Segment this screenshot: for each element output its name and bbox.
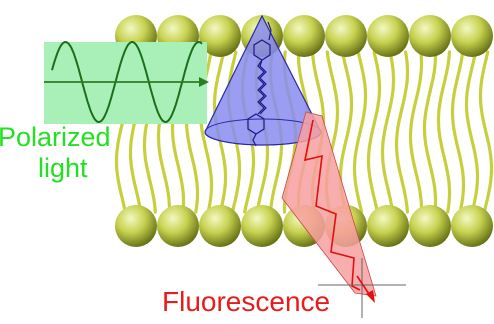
- lipid-head: [157, 205, 199, 247]
- sine-wave-icon: [51, 40, 203, 124]
- lipid-tail: [380, 50, 396, 214]
- lipid-tail: [366, 50, 382, 214]
- lipid-tail: [436, 50, 452, 214]
- fluorophore-molecule-icon: [247, 21, 272, 147]
- emission-arrowhead: [366, 290, 375, 303]
- lipid-head: [367, 205, 409, 247]
- lipid-head: [241, 205, 283, 247]
- lipid-head: [409, 205, 451, 247]
- lipid-tail: [464, 50, 480, 214]
- lipid-head: [325, 15, 367, 57]
- lipid-head: [283, 15, 325, 57]
- polarized-light-label-line1: Polarized: [0, 122, 111, 152]
- lipid-head: [199, 15, 241, 57]
- polarized-light-box: [44, 42, 207, 124]
- lipid-head: [367, 15, 409, 57]
- lipid-tail: [408, 50, 424, 214]
- fluorescence-emission-prism: [281, 111, 377, 297]
- lipid-head: [199, 205, 241, 247]
- fluorescence-label: Fluorescence: [162, 286, 330, 317]
- lipid-tail: [478, 50, 494, 214]
- lipid-tail: [394, 50, 410, 214]
- polarized-light-label-line2: light: [38, 153, 88, 183]
- lipid-head: [451, 205, 493, 247]
- light-arrowhead: [199, 77, 209, 87]
- lipid-tail: [352, 50, 368, 214]
- lipid-head: [451, 15, 493, 57]
- lipid-head: [409, 15, 451, 57]
- lipid-tail: [422, 50, 438, 214]
- lipid-head: [115, 205, 157, 247]
- lipid-tail: [450, 50, 466, 214]
